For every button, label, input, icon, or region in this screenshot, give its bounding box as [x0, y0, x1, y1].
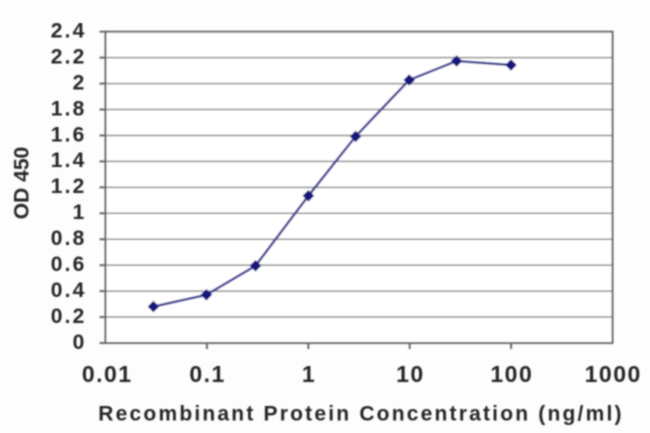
svg-text:1.8: 1.8 [51, 97, 87, 120]
svg-text:100: 100 [490, 361, 533, 387]
svg-text:0.1: 0.1 [189, 361, 225, 387]
svg-text:10: 10 [396, 361, 425, 387]
svg-text:1.6: 1.6 [51, 123, 87, 146]
svg-text:1: 1 [73, 201, 87, 224]
svg-text:0.8: 0.8 [51, 227, 87, 250]
svg-text:1.4: 1.4 [51, 149, 87, 172]
svg-text:2.4: 2.4 [51, 20, 87, 43]
svg-text:0.4: 0.4 [51, 279, 87, 302]
svg-text:1: 1 [302, 361, 316, 387]
svg-text:0.01: 0.01 [82, 361, 133, 387]
svg-text:0.6: 0.6 [51, 253, 87, 276]
svg-text:2.2: 2.2 [51, 45, 87, 68]
svg-text:1.2: 1.2 [51, 175, 87, 198]
svg-text:0: 0 [73, 331, 87, 354]
svg-text:OD 450: OD 450 [11, 147, 34, 219]
svg-text:2: 2 [73, 71, 87, 94]
svg-text:0.2: 0.2 [51, 305, 87, 328]
svg-text:1000: 1000 [585, 361, 642, 387]
svg-text:Recombinant Protein Concentrat: Recombinant Protein Concentration (ng/ml… [98, 403, 623, 426]
